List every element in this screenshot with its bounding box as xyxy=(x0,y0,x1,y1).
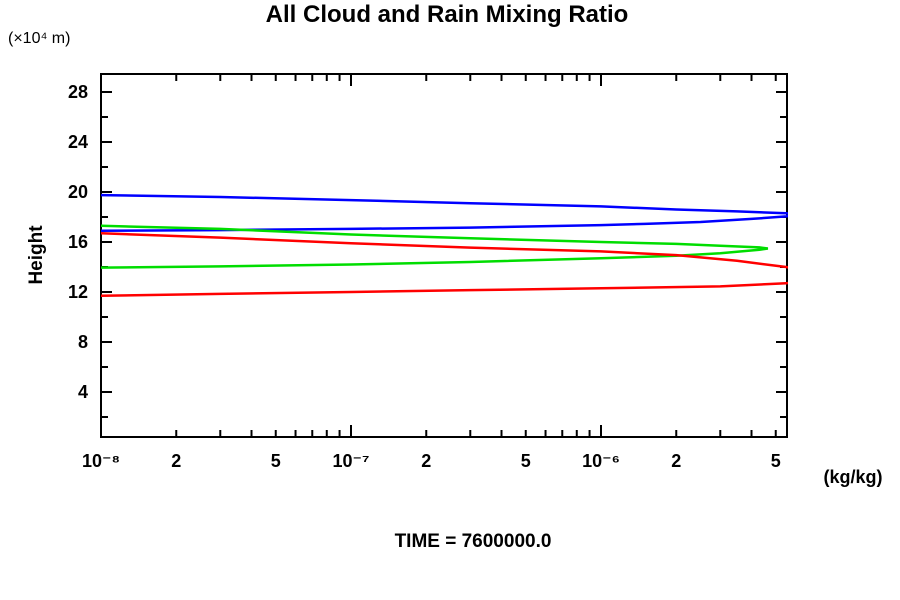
time-annotation: TIME = 7600000.0 xyxy=(394,531,552,552)
x-tick-label: 5 xyxy=(520,451,531,471)
series-line-green xyxy=(101,224,769,269)
x-tick-label: 10⁻⁷ xyxy=(332,451,370,471)
y-tick-label: 16 xyxy=(67,232,88,252)
y-tick-label: 12 xyxy=(67,282,88,302)
x-tick-label: 2 xyxy=(671,451,682,471)
y-tick-label: 8 xyxy=(77,332,88,352)
x-axis-unit-label: (kg/kg) xyxy=(823,467,883,487)
y-tick-label: 4 xyxy=(77,382,88,402)
x-tick-label: 2 xyxy=(171,451,182,471)
y-tick-label: 24 xyxy=(67,132,88,152)
y-tick-label: 20 xyxy=(67,182,88,202)
series-line-blue xyxy=(101,193,788,233)
chart-title: All Cloud and Rain Mixing Ratio xyxy=(265,1,629,28)
y-tick-label: 28 xyxy=(67,82,88,102)
x-tick-label: 10⁻⁸ xyxy=(81,451,121,471)
axis-box xyxy=(100,73,788,438)
x-tick-label: 5 xyxy=(770,451,781,471)
y-axis-unit-label: (×10⁴ m) xyxy=(8,30,71,47)
series-line-red xyxy=(101,232,788,298)
x-tick-label: 10⁻⁶ xyxy=(582,451,620,471)
x-tick-label: 5 xyxy=(270,451,281,471)
x-tick-label: 2 xyxy=(421,451,432,471)
